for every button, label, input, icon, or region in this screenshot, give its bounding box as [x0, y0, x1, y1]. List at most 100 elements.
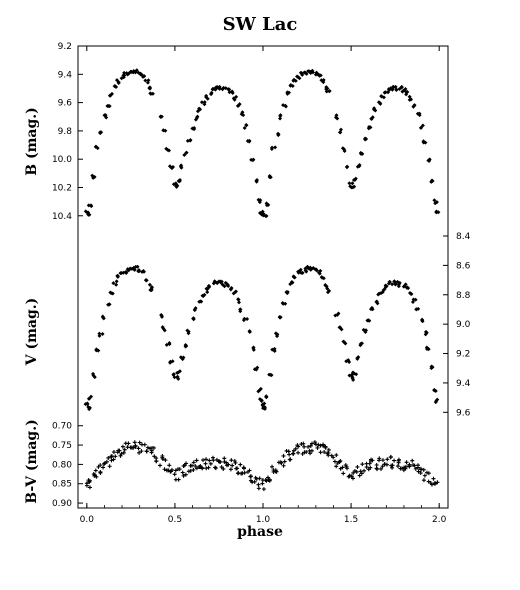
x-tick-label: 1.5	[344, 515, 358, 525]
data-point-V	[133, 264, 138, 269]
data-point-BV	[357, 473, 362, 478]
data-point-V	[304, 269, 309, 274]
data-point-B	[86, 212, 91, 217]
data-point-BV	[291, 451, 296, 456]
data-point-BV	[238, 462, 243, 467]
data-point-B	[318, 73, 323, 78]
y-tick-label-B: 10.4	[52, 212, 72, 222]
data-point-BV	[133, 444, 138, 449]
data-point-V	[262, 405, 267, 410]
data-point-BV	[302, 444, 307, 449]
data-point-V	[176, 376, 181, 381]
data-point-B	[171, 164, 176, 169]
data-point-B	[93, 144, 98, 149]
data-point-B	[434, 200, 439, 205]
data-point-V	[215, 281, 220, 286]
data-point-BV	[221, 466, 226, 471]
data-point-B	[338, 127, 343, 132]
data-point-B	[227, 90, 232, 95]
data-point-V	[370, 305, 375, 310]
data-point-B	[378, 101, 383, 106]
data-point-BV	[265, 475, 270, 480]
data-point-BV	[197, 464, 202, 469]
data-point-B	[261, 213, 266, 218]
data-point-B	[161, 128, 166, 133]
data-point-BV	[267, 477, 272, 482]
data-point-BV	[182, 463, 187, 468]
data-point-BV	[296, 444, 301, 449]
data-point-BV	[435, 480, 440, 485]
data-point-B	[421, 140, 426, 145]
data-point-BV	[101, 465, 106, 470]
data-point-BV	[380, 458, 385, 463]
data-point-V	[100, 314, 105, 319]
data-point-BV	[418, 466, 423, 471]
data-point-BV	[98, 469, 103, 474]
data-point-B	[158, 114, 163, 119]
y-tick-label-B: 9.8	[58, 127, 73, 137]
data-point-B	[278, 113, 283, 118]
data-point-V	[236, 297, 241, 302]
data-point-B	[242, 125, 247, 130]
data-point-BV	[337, 460, 342, 465]
data-point-V	[403, 282, 408, 287]
data-point-B	[98, 131, 103, 136]
data-point-B	[295, 74, 300, 79]
data-point-BV	[321, 442, 326, 447]
data-point-BV	[242, 470, 247, 475]
data-point-B	[150, 91, 155, 96]
data-point-V	[222, 284, 227, 289]
data-point-BV	[378, 466, 383, 471]
data-point-V	[280, 300, 285, 305]
data-point-BV	[329, 453, 334, 458]
data-point-B	[415, 111, 420, 116]
data-point-B	[355, 164, 360, 169]
data-point-BV	[411, 463, 416, 468]
axes-layer: 0.0 0.5 1.0 1.5 2.0 9.2 9.4 9.6 9.8 10.0 10.2 10.4 B…	[24, 42, 471, 525]
data-point-B	[310, 70, 315, 75]
data-point-BV	[173, 468, 178, 473]
data-point-V	[404, 285, 409, 290]
data-point-V	[325, 286, 330, 291]
data-point-V	[339, 327, 344, 332]
data-point-B	[122, 73, 127, 78]
data-point-B	[89, 204, 94, 209]
data-point-BV	[395, 464, 400, 469]
data-point-V	[350, 376, 355, 381]
data-point-B	[113, 84, 118, 89]
data-point-BV	[253, 475, 258, 480]
data-point-V	[126, 268, 131, 273]
data-point-BV	[306, 444, 311, 449]
data-point-B	[335, 116, 340, 121]
data-point-V	[309, 267, 314, 272]
data-point-B	[319, 78, 324, 83]
data-point-V	[233, 289, 238, 294]
data-point-BV	[158, 463, 163, 468]
data-point-BV	[181, 473, 186, 478]
data-point-B	[105, 103, 110, 108]
data-point-B	[409, 97, 414, 102]
data-point-B	[140, 74, 145, 79]
data-point-BV	[360, 462, 365, 467]
data-point-V	[241, 318, 246, 323]
data-point-V	[245, 317, 250, 322]
data-point-B	[131, 70, 136, 75]
data-point-B	[177, 177, 182, 182]
data-point-BV	[390, 465, 395, 470]
data-point-BV	[207, 458, 212, 463]
data-point-BV	[398, 466, 403, 471]
data-point-V	[125, 267, 130, 272]
data-point-B	[174, 184, 179, 189]
data-point-V	[198, 299, 203, 304]
data-point-V	[149, 287, 154, 292]
data-point-B	[133, 70, 138, 75]
data-point-V	[100, 331, 105, 336]
data-point-BV	[228, 467, 233, 472]
data-point-BV	[388, 454, 393, 459]
data-point-BV	[367, 461, 372, 466]
data-point-B	[116, 81, 121, 86]
data-point-BV	[354, 469, 359, 474]
data-point-B	[286, 90, 291, 95]
data-point-BV	[214, 457, 219, 462]
data-point-B	[267, 175, 272, 180]
